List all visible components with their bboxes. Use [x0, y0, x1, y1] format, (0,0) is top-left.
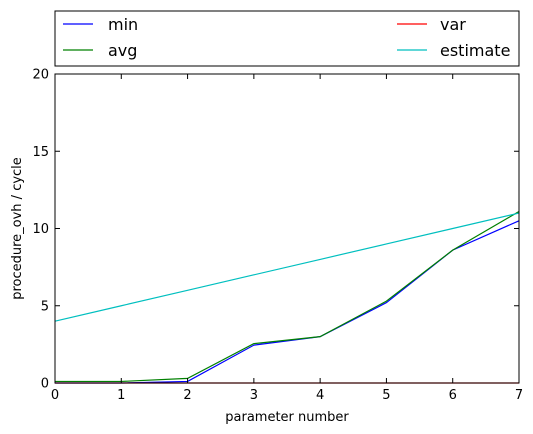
x-tick-label: 7 [515, 388, 523, 403]
y-tick-label: 15 [32, 145, 49, 160]
legend-label-estimate: estimate [440, 41, 510, 60]
y-tick-label: 20 [32, 68, 49, 83]
legend-label-min: min [108, 15, 138, 34]
series-line-avg [55, 210, 520, 383]
x-tick-label: 2 [183, 388, 191, 403]
x-tick-label: 6 [449, 388, 457, 403]
ticks-layer: 0 1 2 3 4 5 6 7 0 5 10 15 20 [32, 68, 523, 404]
y-tick-label: 5 [41, 299, 49, 314]
x-tick-label: 5 [382, 388, 390, 403]
x-tick-label: 4 [316, 388, 324, 403]
y-axis-title: procedure_ovh / cycle [10, 157, 25, 300]
legend-box [54, 10, 520, 67]
y-tick-label: 0 [41, 377, 49, 392]
x-tick-label: 0 [51, 388, 59, 403]
series-layer [54, 210, 520, 384]
legend: min avg var estimate [54, 10, 520, 67]
x-axis-title: parameter number [225, 410, 349, 425]
series-line-estimate [54, 212, 520, 322]
x-tick-label: 3 [250, 388, 258, 403]
legend-label-var: var [440, 15, 466, 34]
legend-label-avg: avg [108, 41, 137, 60]
y-tick-label: 10 [32, 222, 49, 237]
plot-frame [54, 73, 520, 384]
x-tick-label: 1 [117, 388, 125, 403]
series-line-min [55, 220, 520, 384]
